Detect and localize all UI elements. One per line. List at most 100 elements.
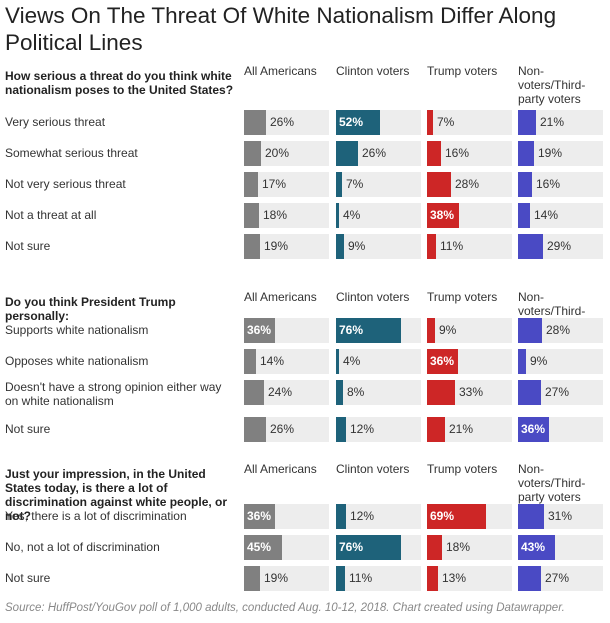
- data-label: 9%: [530, 354, 548, 368]
- data-label: 24%: [268, 385, 293, 399]
- data-label: 14%: [534, 208, 559, 222]
- bar: [244, 141, 261, 166]
- data-label: 26%: [362, 146, 387, 160]
- bar: [518, 141, 534, 166]
- data-label: 28%: [546, 323, 571, 337]
- source-note: Source: HuffPost/YouGov poll of 1,000 ad…: [5, 602, 565, 614]
- data-label: 36%: [247, 509, 272, 523]
- row-label: Somewhat serious threat: [5, 146, 138, 160]
- row-label: Opposes white nationalism: [5, 354, 149, 368]
- row-label: No, not a lot of discrimination: [5, 540, 160, 554]
- data-row: Not sure 19% 9% 11% 29%: [0, 234, 610, 259]
- bar-track: 8%: [336, 380, 421, 405]
- data-label: 36%: [430, 354, 455, 368]
- data-label: 36%: [521, 422, 546, 436]
- column-header: Trump voters: [427, 462, 498, 476]
- data-label: 31%: [548, 509, 573, 523]
- data-label: 28%: [455, 177, 480, 191]
- bar-track: 43%: [518, 535, 603, 560]
- bar-track: 26%: [244, 110, 329, 135]
- bar: [336, 141, 358, 166]
- bar: [427, 234, 436, 259]
- bar-track: 76%: [336, 318, 421, 343]
- bar-track: 18%: [427, 535, 512, 560]
- column-header: All Americans: [244, 462, 317, 476]
- data-label: 12%: [350, 422, 375, 436]
- bar: [244, 566, 260, 591]
- bar: [244, 349, 256, 374]
- bar: [427, 535, 442, 560]
- bar-track: 19%: [244, 566, 329, 591]
- row-label: Not sure: [5, 239, 51, 253]
- column-header: Non-voters/Third-party voters: [518, 64, 586, 106]
- bar: [518, 172, 532, 197]
- bar: [244, 504, 275, 529]
- bar: [427, 318, 435, 343]
- bar: [518, 318, 542, 343]
- bar: [244, 234, 260, 259]
- question-title: Just your impression, in the United Stat…: [5, 467, 228, 523]
- data-row: Opposes white nationalism 14% 4% 36% 9%: [0, 349, 610, 374]
- bar-track: 36%: [518, 417, 603, 442]
- data-label: 21%: [449, 422, 474, 436]
- column-header: All Americans: [244, 64, 317, 78]
- question-title: Do you think President Trump personally:: [5, 295, 176, 323]
- row-label: Yes, there is a lot of discrimination: [5, 509, 187, 523]
- bar-track: 28%: [427, 172, 512, 197]
- bar-track: 14%: [518, 203, 603, 228]
- bar: [244, 535, 282, 560]
- bar: [336, 380, 343, 405]
- bar-track: 20%: [244, 141, 329, 166]
- data-label: 17%: [262, 177, 287, 191]
- data-label: 16%: [536, 177, 561, 191]
- bar-track: 7%: [336, 172, 421, 197]
- data-label: 27%: [545, 385, 570, 399]
- data-label: 7%: [437, 115, 455, 129]
- row-label: Not sure: [5, 422, 51, 436]
- bar-track: 13%: [427, 566, 512, 591]
- bar-track: 4%: [336, 203, 421, 228]
- row-label: Very serious threat: [5, 115, 106, 129]
- bar-track: 14%: [244, 349, 329, 374]
- data-label: 14%: [260, 354, 285, 368]
- row-label: Not very serious threat: [5, 177, 126, 191]
- bar: [336, 318, 401, 343]
- row-label: Not a threat at all: [5, 208, 97, 222]
- chart-title: Views On The Threat Of White Nationalism…: [5, 3, 557, 55]
- data-label: 27%: [545, 571, 570, 585]
- bar-track: 36%: [244, 504, 329, 529]
- bar: [244, 203, 259, 228]
- data-label: 18%: [263, 208, 288, 222]
- bar: [244, 417, 266, 442]
- bar-track: 17%: [244, 172, 329, 197]
- bar-track: 69%: [427, 504, 512, 529]
- data-label: 13%: [442, 571, 467, 585]
- column-header: Clinton voters: [336, 64, 410, 78]
- bar-track: 7%: [427, 110, 512, 135]
- bar-track: 19%: [518, 141, 603, 166]
- bar: [336, 535, 401, 560]
- bar: [244, 318, 275, 343]
- bar: [518, 417, 549, 442]
- bar: [427, 380, 455, 405]
- data-label: 36%: [247, 323, 272, 337]
- data-label: 12%: [350, 509, 375, 523]
- data-label: 11%: [349, 571, 373, 585]
- data-label: 45%: [247, 540, 272, 554]
- data-row: Doesn't have a strong opinion either way…: [0, 380, 610, 408]
- bar-track: 12%: [336, 504, 421, 529]
- data-label: 20%: [265, 146, 290, 160]
- data-label: 43%: [521, 540, 546, 554]
- bar-track: 16%: [427, 141, 512, 166]
- data-row: Not very serious threat 17% 7% 28% 16%: [0, 172, 610, 197]
- bar: [336, 203, 339, 228]
- data-label: 4%: [343, 208, 361, 222]
- data-label: 4%: [343, 354, 361, 368]
- bar-track: 9%: [518, 349, 603, 374]
- column-header: Non-voters/Third-party voters: [518, 462, 586, 504]
- data-label: 21%: [540, 115, 565, 129]
- bar-track: 19%: [244, 234, 329, 259]
- data-row: Somewhat serious threat 20% 26% 16% 19%: [0, 141, 610, 166]
- data-label: 18%: [446, 540, 471, 554]
